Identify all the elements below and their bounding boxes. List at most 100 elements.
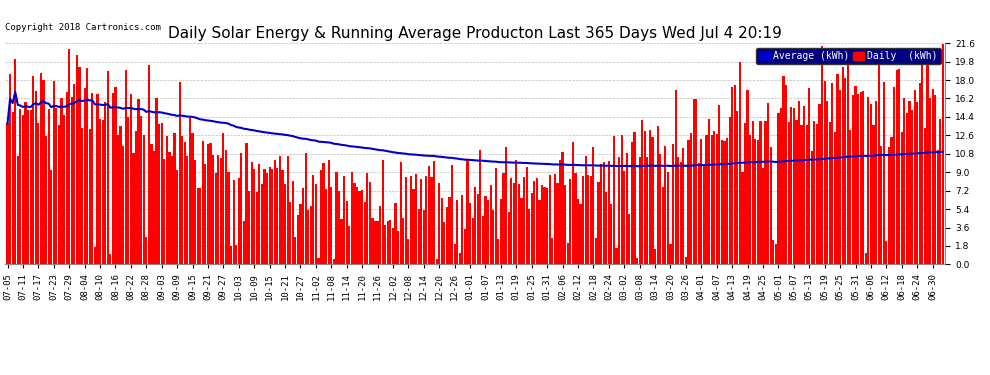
Bar: [914, 90, 916, 264]
Bar: [808, 88, 811, 264]
Bar: [17, 156, 19, 264]
Bar: [600, 164, 602, 264]
Bar: [355, 187, 358, 264]
Bar: [639, 157, 641, 264]
Bar: [474, 188, 476, 264]
Legend: Average (kWh), Daily  (kWh): Average (kWh), Daily (kWh): [755, 48, 940, 64]
Bar: [751, 121, 753, 264]
Bar: [140, 116, 143, 264]
Bar: [22, 115, 24, 264]
Bar: [669, 244, 671, 264]
Bar: [559, 160, 561, 264]
Bar: [564, 185, 566, 264]
Bar: [508, 211, 510, 264]
Bar: [756, 140, 759, 264]
Bar: [867, 97, 869, 264]
Bar: [127, 117, 130, 264]
Bar: [173, 133, 175, 264]
Bar: [551, 238, 553, 264]
Bar: [341, 219, 343, 264]
Bar: [115, 87, 117, 264]
Bar: [769, 147, 772, 264]
Title: Daily Solar Energy & Running Average Producton Last 365 Days Wed Jul 4 20:19: Daily Solar Energy & Running Average Pro…: [168, 26, 782, 40]
Bar: [513, 183, 515, 264]
Bar: [439, 183, 441, 264]
Bar: [212, 154, 214, 264]
Bar: [526, 166, 528, 264]
Bar: [361, 190, 363, 264]
Bar: [89, 129, 91, 264]
Bar: [659, 154, 661, 264]
Bar: [246, 142, 248, 264]
Bar: [646, 158, 648, 264]
Bar: [363, 202, 365, 264]
Bar: [544, 187, 545, 264]
Bar: [941, 44, 944, 264]
Bar: [793, 108, 795, 264]
Bar: [160, 123, 162, 264]
Bar: [415, 174, 417, 264]
Bar: [241, 153, 243, 264]
Bar: [608, 161, 610, 264]
Bar: [803, 106, 805, 264]
Bar: [394, 203, 397, 264]
Bar: [338, 191, 341, 264]
Bar: [788, 122, 790, 264]
Bar: [346, 201, 347, 264]
Bar: [484, 196, 486, 264]
Bar: [574, 172, 576, 264]
Bar: [541, 185, 544, 264]
Bar: [104, 102, 106, 264]
Bar: [289, 202, 291, 264]
Bar: [431, 177, 433, 264]
Bar: [40, 73, 42, 264]
Bar: [405, 177, 407, 264]
Bar: [864, 253, 867, 264]
Bar: [152, 151, 155, 264]
Bar: [284, 184, 286, 264]
Bar: [523, 177, 525, 264]
Bar: [230, 246, 233, 264]
Bar: [215, 173, 217, 264]
Bar: [510, 178, 512, 264]
Bar: [677, 157, 679, 264]
Bar: [927, 57, 929, 264]
Bar: [446, 207, 448, 264]
Bar: [726, 138, 728, 264]
Bar: [487, 200, 489, 264]
Bar: [458, 253, 461, 264]
Bar: [851, 95, 854, 264]
Bar: [453, 244, 455, 264]
Bar: [844, 78, 846, 264]
Bar: [777, 113, 779, 264]
Bar: [223, 134, 225, 264]
Bar: [60, 98, 62, 264]
Bar: [940, 119, 941, 264]
Bar: [255, 192, 257, 264]
Bar: [402, 218, 404, 264]
Bar: [749, 135, 751, 264]
Bar: [194, 160, 196, 264]
Bar: [73, 84, 75, 264]
Bar: [57, 126, 60, 264]
Bar: [456, 200, 458, 264]
Bar: [901, 132, 903, 264]
Bar: [376, 221, 378, 264]
Bar: [86, 68, 88, 264]
Bar: [656, 126, 658, 264]
Bar: [880, 146, 882, 264]
Bar: [539, 200, 541, 264]
Bar: [592, 147, 595, 264]
Bar: [737, 111, 739, 264]
Bar: [634, 132, 636, 264]
Bar: [448, 197, 450, 264]
Bar: [819, 104, 821, 264]
Bar: [846, 50, 848, 264]
Bar: [323, 164, 325, 264]
Bar: [885, 241, 887, 264]
Bar: [824, 81, 826, 264]
Bar: [50, 170, 52, 264]
Bar: [521, 198, 523, 264]
Bar: [38, 123, 40, 264]
Bar: [444, 222, 446, 264]
